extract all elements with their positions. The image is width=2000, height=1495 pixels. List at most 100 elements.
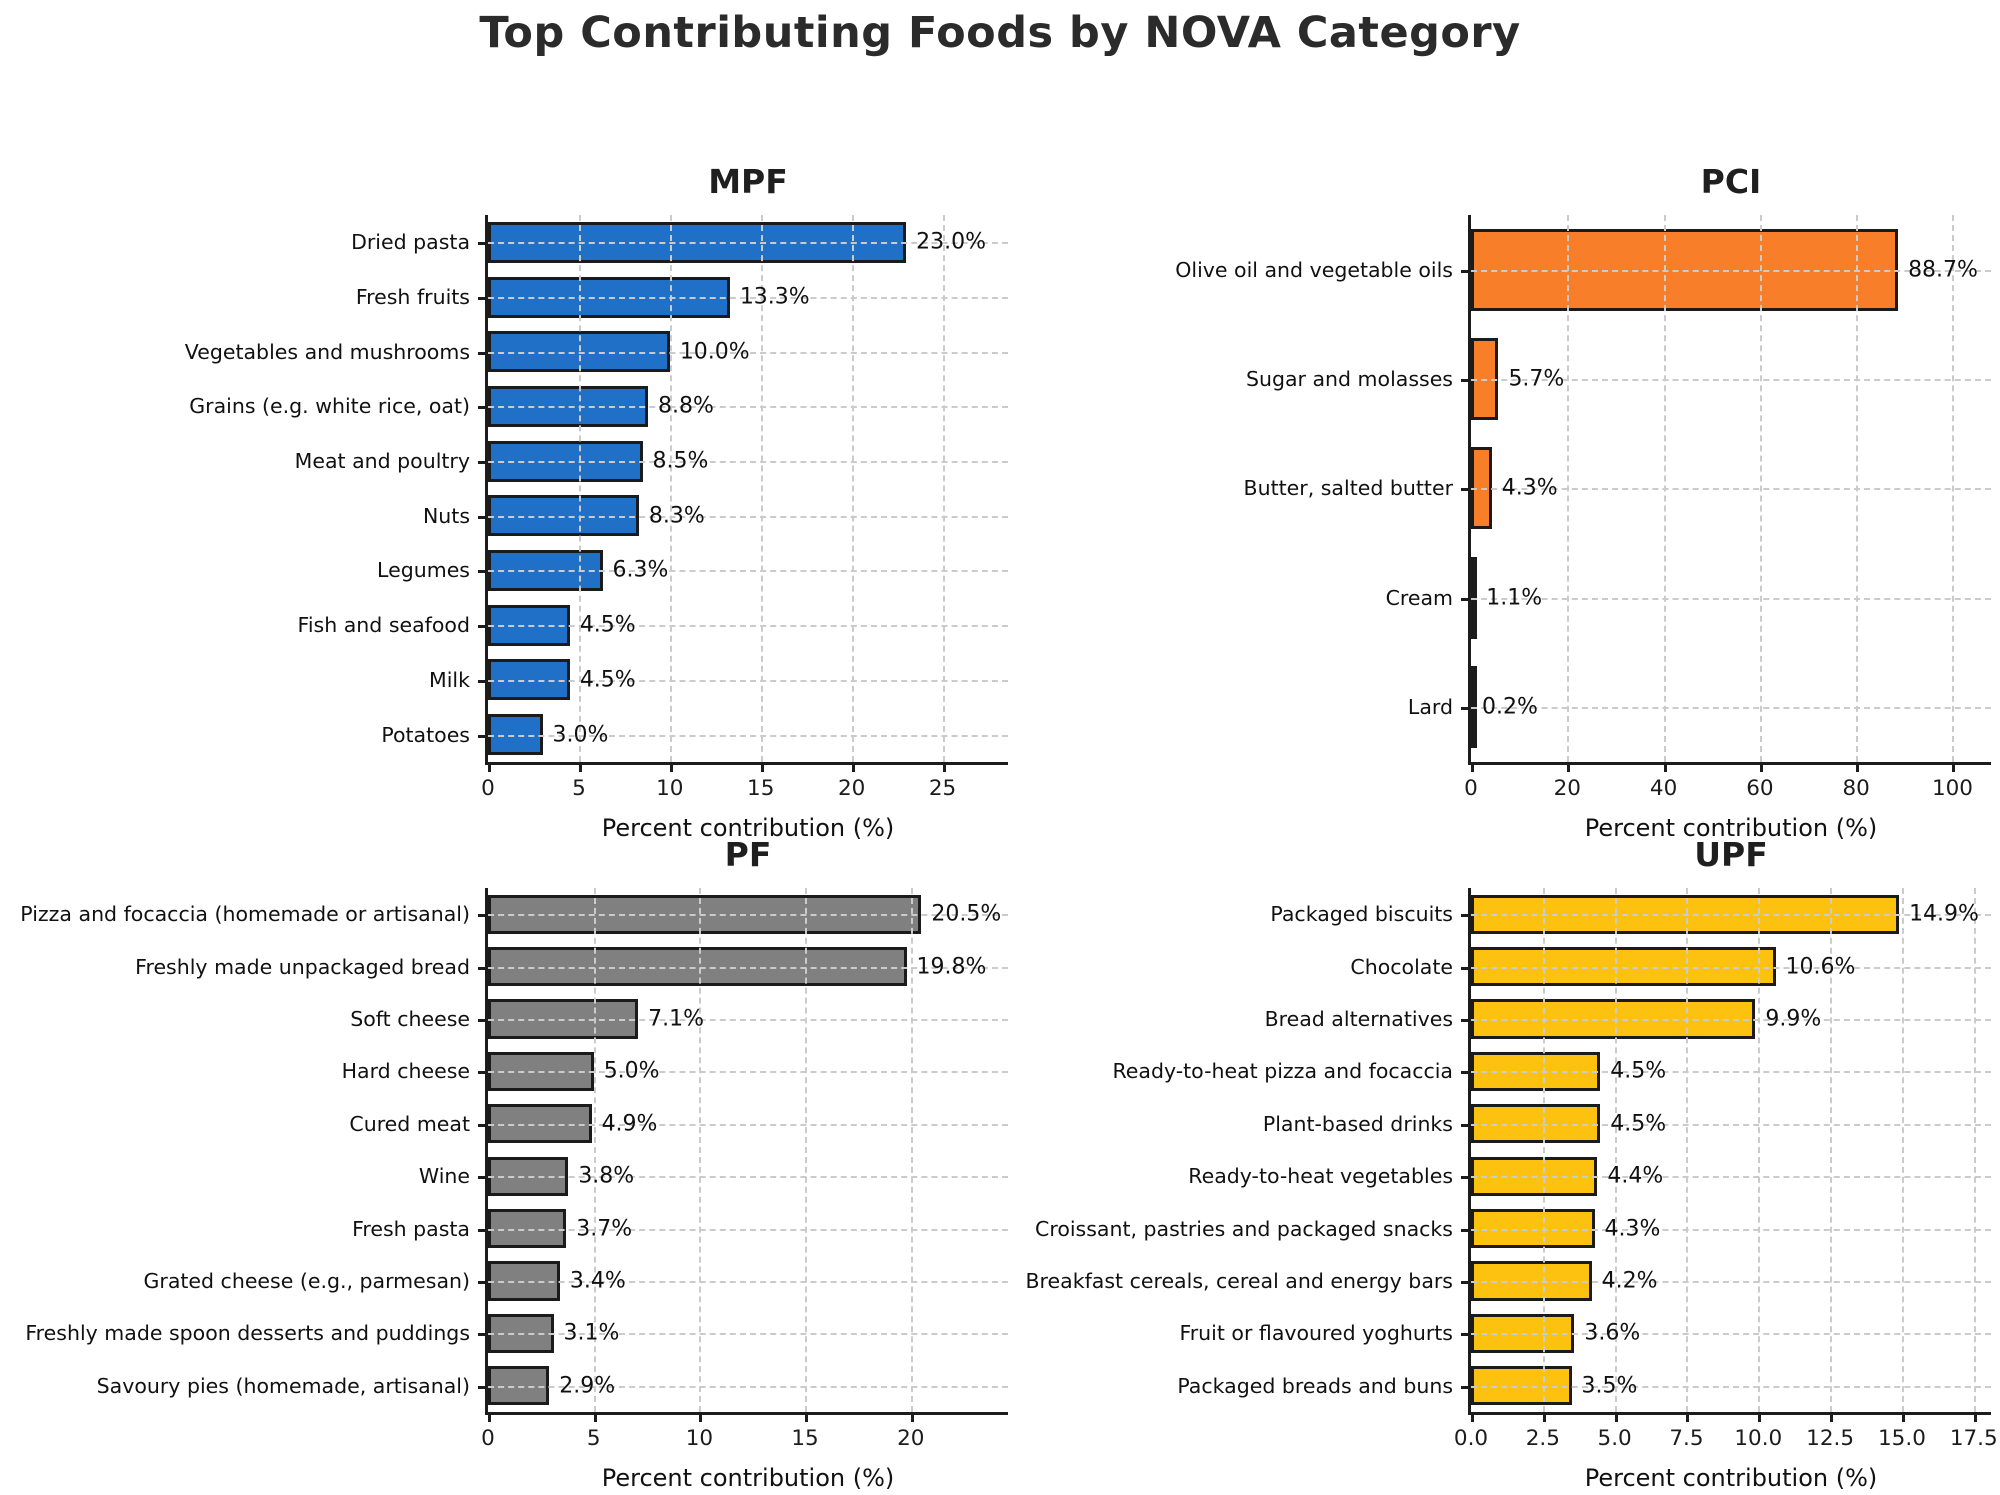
x-tick-label: 10 [656, 776, 684, 801]
horizontal-gridline [1471, 707, 1991, 710]
y-tick [478, 1280, 488, 1284]
x-tick [1952, 762, 1956, 772]
y-tick [478, 914, 488, 918]
horizontal-gridline [488, 570, 1008, 573]
y-tick [1461, 966, 1471, 970]
horizontal-gridline [1471, 914, 1991, 917]
chart-title: UPF [1694, 835, 1768, 874]
bar-value-label: 88.7% [1908, 257, 1978, 283]
x-tick-label: 0.0 [1453, 1426, 1489, 1451]
x-tick [1830, 1412, 1834, 1422]
x-tick-label: 15.0 [1878, 1426, 1926, 1451]
x-tick-label: 0 [481, 776, 495, 801]
y-tick [478, 461, 488, 465]
y-tick [478, 570, 488, 574]
y-tick [1461, 914, 1471, 918]
chart-upf: UPF 0.0 2.5 5.0 7.5 10.0 12.5 15.0 17.5 Packaged … [1025, 835, 1997, 1492]
vertical-gridline [1542, 888, 1545, 1412]
vertical-gridline [1901, 888, 1904, 1412]
y-tick [478, 515, 488, 519]
bar-row: Butter, salted butter 4.3% [1244, 434, 1991, 543]
vertical-gridline [699, 888, 702, 1412]
chart-pci: PCI 0 20 40 60 80 100 Olive oil and vegetable o… [1175, 162, 1991, 842]
vertical-gridline [1758, 888, 1761, 1412]
horizontal-gridline [488, 625, 1008, 628]
bar-value-label: 10.0% [679, 339, 750, 365]
bar-value-label: 1.1% [1486, 585, 1543, 611]
bar-value-label: 3.5% [1581, 1373, 1638, 1399]
bar-value-label: 23.0% [916, 229, 987, 255]
bar [488, 549, 603, 591]
y-tick [1461, 379, 1471, 383]
horizontal-gridline [1471, 597, 1991, 600]
horizontal-gridline [488, 1123, 1008, 1126]
y-tick [1461, 1123, 1471, 1127]
bar-value-label: 5.7% [1508, 366, 1565, 392]
x-tick-label: 40 [1649, 776, 1678, 801]
y-tick [1461, 1228, 1471, 1232]
x-tick [1686, 1412, 1690, 1422]
bar-value-label: 4.3% [1501, 475, 1558, 501]
horizontal-gridline [488, 966, 1008, 969]
bar-row: Dried pasta 23.0% [351, 215, 1008, 270]
horizontal-gridline [488, 461, 1008, 464]
horizontal-gridline [488, 1071, 1008, 1074]
horizontal-gridline [488, 1018, 1008, 1021]
bar-value-label: 6.3% [612, 557, 669, 583]
x-tick [1663, 762, 1667, 772]
bar [488, 440, 643, 482]
horizontal-gridline [488, 1333, 1008, 1336]
bar-row: Croissant, pastries and packaged snacks 4… [1035, 1202, 1991, 1254]
vertical-gridline [805, 888, 808, 1412]
horizontal-gridline [1471, 1385, 1991, 1388]
category-label: Grains (e.g. white rice, oat) [189, 394, 470, 419]
bar-row: Potatoes 3.0% [381, 707, 1008, 762]
x-tick-label: 5 [572, 776, 586, 801]
bar-row: Cream 1.1% [1386, 543, 1991, 652]
bar-row: Lard 0.2% [1408, 653, 1991, 762]
x-tick [1973, 1412, 1977, 1422]
bar-row: Breakfast cereals, cereal and energy bar… [1025, 1255, 1991, 1307]
category-label: Bread alternatives [1264, 1006, 1453, 1031]
bar-row: Cured meat 4.9% [349, 1098, 1008, 1150]
vertical-gridline [593, 888, 596, 1412]
bar-value-label: 3.7% [576, 1216, 633, 1242]
horizontal-gridline [1471, 1333, 1991, 1336]
vertical-gridline [1686, 888, 1689, 1412]
bar-value-label: 7.1% [648, 1006, 704, 1032]
bar-value-label: 8.8% [657, 393, 714, 419]
x-tick-label: 20 [1553, 776, 1581, 801]
chart-title: MPF [708, 162, 788, 201]
horizontal-gridline [1471, 1280, 1991, 1283]
x-tick [1856, 762, 1860, 772]
chart-pf: PF 0 5 10 15 20 Pizza and focaccia (homemade o… [20, 835, 1008, 1492]
bar-row: Pizza and focaccia (homemade or artisana… [20, 888, 1008, 940]
bar [488, 604, 570, 646]
y-tick [478, 679, 488, 683]
category-label: Fresh pasta [352, 1216, 470, 1241]
x-tick [760, 762, 764, 772]
x-tick-label: 17.5 [1949, 1426, 1998, 1451]
bar-value-label: 4.5% [579, 667, 636, 693]
bar-row: Plant-based drinks 4.5% [1263, 1098, 1991, 1150]
y-tick [478, 1123, 488, 1127]
bar-row: Milk 4.5% [429, 653, 1008, 708]
y-tick [478, 1228, 488, 1232]
category-label: Ready-to-heat vegetables [1188, 1164, 1453, 1189]
category-label: Cured meat [349, 1111, 470, 1136]
vertical-gridline [578, 215, 581, 762]
category-label: Butter, salted butter [1243, 476, 1453, 501]
x-tick [1759, 762, 1763, 772]
category-label: Soft cheese [350, 1006, 470, 1031]
category-label: Croissant, pastries and packaged snacks [1035, 1216, 1453, 1241]
category-label: Packaged biscuits [1270, 902, 1453, 927]
bar-value-label: 4.5% [579, 612, 636, 638]
category-label: Savoury pies (homemade, artisanal) [96, 1373, 470, 1398]
x-tick-label: 20 [897, 1426, 925, 1451]
category-label: Potatoes [381, 722, 470, 747]
category-label: Ready-to-heat pizza and focaccia [1112, 1059, 1453, 1084]
bar-row: Savoury pies (homemade, artisanal) 2.9% [97, 1360, 1008, 1412]
horizontal-gridline [488, 1385, 1008, 1388]
bar-value-label: 4.5% [1610, 1111, 1667, 1137]
horizontal-gridline [1471, 269, 1991, 272]
